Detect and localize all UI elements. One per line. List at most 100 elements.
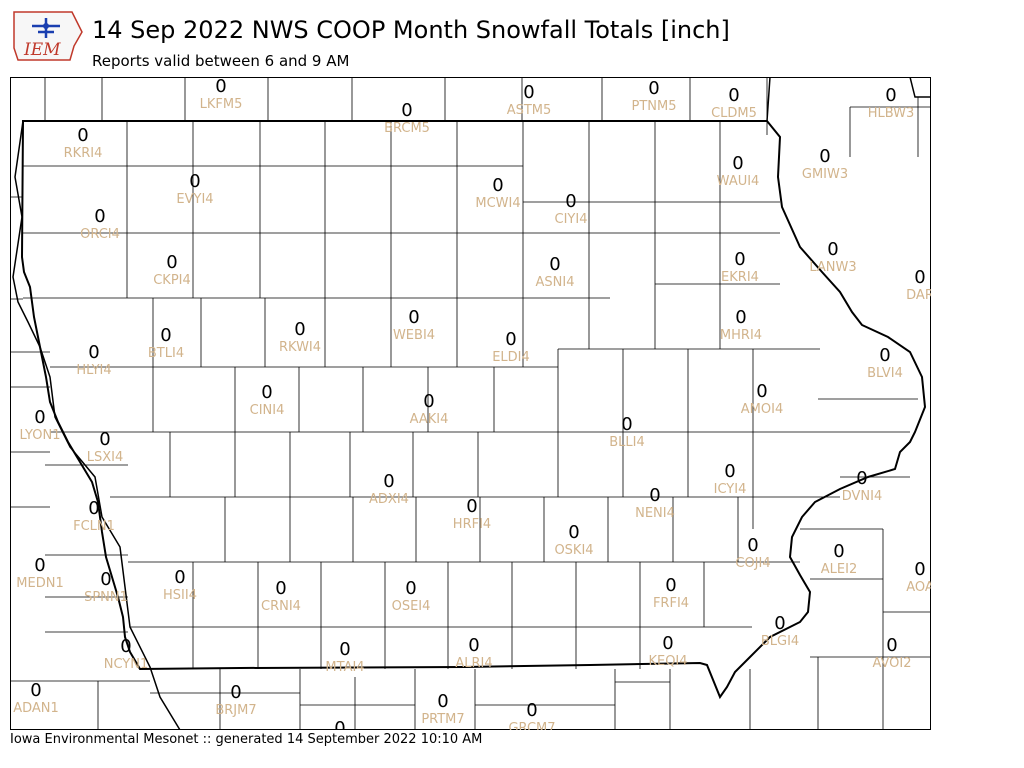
station-id: WAUI4 bbox=[717, 174, 760, 189]
snowfall-value: 0 bbox=[649, 485, 660, 506]
station-id: CKPI4 bbox=[153, 273, 191, 288]
snowfall-value: 0 bbox=[492, 175, 503, 196]
logo-text: IEM bbox=[23, 40, 61, 60]
station-id: NENI4 bbox=[635, 506, 675, 521]
station-id: WEBI4 bbox=[393, 328, 435, 343]
snowfall-value: 0 bbox=[756, 381, 767, 402]
snowfall-value: 0 bbox=[665, 575, 676, 596]
station-id: ELDI4 bbox=[492, 350, 530, 365]
map-title: 14 Sep 2022 NWS COOP Month Snowfall Tota… bbox=[92, 16, 730, 44]
station-id: COJI4 bbox=[735, 556, 770, 571]
station-id: AAKI4 bbox=[410, 412, 449, 427]
station-id: CLDM5 bbox=[711, 106, 757, 121]
station-id: FCLN1 bbox=[73, 519, 115, 534]
station-id: AVOI2 bbox=[872, 656, 911, 671]
station-id: DAR bbox=[906, 288, 931, 303]
snowfall-value: 0 bbox=[408, 307, 419, 328]
map-frame bbox=[10, 77, 931, 730]
station-id: BTLI4 bbox=[148, 346, 184, 361]
snowfall-value: 0 bbox=[468, 635, 479, 656]
snowfall-value: 0 bbox=[735, 307, 746, 328]
station-id: MHRI4 bbox=[720, 328, 762, 343]
station-id: LSXI4 bbox=[87, 450, 124, 465]
station-id: EKRI4 bbox=[721, 270, 759, 285]
snowfall-value: 0 bbox=[423, 391, 434, 412]
snowfall-value: 0 bbox=[914, 267, 925, 288]
snowfall-value: 0 bbox=[732, 153, 743, 174]
station-id: HLBW3 bbox=[868, 106, 915, 121]
snowfall-value: 0 bbox=[160, 325, 171, 346]
station-id: BLGI4 bbox=[761, 634, 799, 649]
iem-logo: IEM bbox=[10, 8, 84, 64]
station-id: BRJM7 bbox=[215, 703, 256, 718]
county-boundaries bbox=[10, 77, 931, 730]
snowfall-value: 0 bbox=[383, 471, 394, 492]
station-id: NCYN1 bbox=[104, 657, 149, 672]
snowfall-value: 0 bbox=[275, 578, 286, 599]
snowfall-value: 0 bbox=[339, 639, 350, 660]
snowfall-value: 0 bbox=[189, 171, 200, 192]
station-id: GMIW3 bbox=[802, 167, 848, 182]
station-id: RKWI4 bbox=[279, 340, 321, 355]
snowfall-map: 0 LKFM5 0 ASTM5 0 PTNM5 0 CLDM5 0 HLBW3 0 BRCM5 0 RKR… bbox=[10, 76, 934, 739]
snowfall-value: 0 bbox=[833, 541, 844, 562]
station-id: PTNM5 bbox=[632, 99, 677, 114]
snowfall-value: 0 bbox=[885, 85, 896, 106]
snowfall-value: 0 bbox=[174, 567, 185, 588]
station-id: BLVI4 bbox=[867, 366, 903, 381]
snowfall-value: 0 bbox=[215, 77, 226, 97]
snowfall-value: 0 bbox=[662, 633, 673, 654]
snowfall-value: 0 bbox=[914, 559, 925, 580]
snowfall-value: 0 bbox=[747, 535, 758, 556]
snowfall-value: 0 bbox=[827, 239, 838, 260]
snowfall-value: 0 bbox=[166, 252, 177, 273]
snowfall-value: 0 bbox=[466, 496, 477, 517]
station-id: LYON1 bbox=[20, 428, 61, 443]
map-footer: Iowa Environmental Mesonet :: generated … bbox=[10, 732, 483, 747]
iowa-outline-logo-icon bbox=[13, 11, 83, 61]
station-id: ICYI4 bbox=[714, 482, 747, 497]
snowfall-value: 0 bbox=[334, 718, 345, 730]
station-id: OSEI4 bbox=[392, 599, 431, 614]
station-id: CINI4 bbox=[250, 403, 285, 418]
station-id: RKRI4 bbox=[64, 146, 103, 161]
snowfall-value: 0 bbox=[523, 82, 534, 103]
snowfall-value: 0 bbox=[774, 613, 785, 634]
map-canvas: 0LKFM50ASTM50PTNM50CLDM50HLBW30BRCM50RKR… bbox=[10, 76, 934, 739]
snowfall-value: 0 bbox=[230, 682, 241, 703]
station-id: MCWI4 bbox=[475, 196, 520, 211]
station-id: ASTM5 bbox=[507, 103, 552, 118]
station-id: GRCM7 bbox=[508, 721, 555, 730]
station-id: ASNI4 bbox=[536, 275, 575, 290]
